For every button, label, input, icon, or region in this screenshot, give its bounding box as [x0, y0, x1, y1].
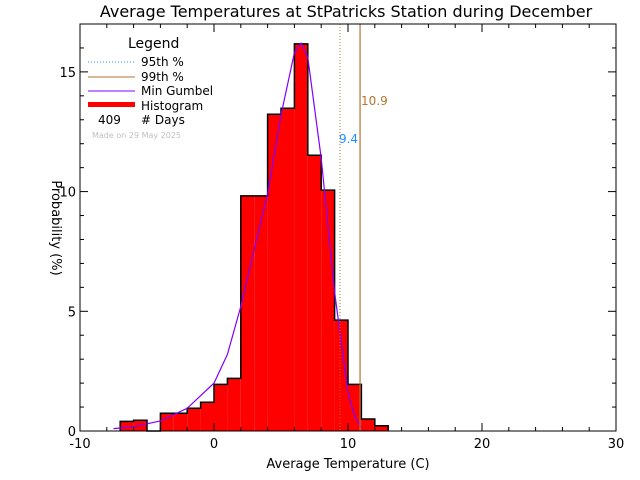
- histogram-bar: [254, 195, 268, 431]
- x-tick-label: 20: [474, 437, 491, 452]
- legend-95th-label: 95th %: [141, 55, 184, 69]
- y-tick-label: 0: [68, 425, 76, 440]
- histogram-bar: [281, 108, 295, 431]
- histogram-bar: [267, 114, 281, 431]
- x-tick-label: -10: [69, 437, 90, 452]
- legend-days-label: # Days: [141, 113, 185, 127]
- histogram-bar: [120, 421, 134, 431]
- percentile-99-label: 10.9: [361, 94, 388, 108]
- y-tick-label: 15: [59, 66, 76, 81]
- legend-histogram-label: Histogram: [141, 99, 203, 113]
- gumbel-curve: [113, 41, 362, 430]
- histogram-bar: [200, 402, 214, 431]
- legend-99th-label: 99th %: [141, 70, 184, 84]
- histogram-bar: [240, 195, 255, 431]
- histogram-bar: [294, 43, 308, 431]
- histogram-bar: [160, 413, 174, 431]
- legend-histogram-swatch: [88, 102, 135, 107]
- plot-area: 9.4 10.9: [113, 24, 389, 432]
- legend-title: Legend: [128, 36, 179, 52]
- y-tick-label: 5: [68, 305, 76, 320]
- histogram-bar: [374, 425, 389, 431]
- histogram-bar: [361, 419, 375, 431]
- histogram-bar: [187, 408, 201, 431]
- histogram-bar: [348, 384, 362, 431]
- y-tick-label: 10: [59, 186, 76, 201]
- x-axis-label: Average Temperature (C): [266, 457, 429, 472]
- legend-days-count: 409: [98, 113, 121, 127]
- x-tick-label: 30: [608, 437, 625, 452]
- histogram-bar: [321, 190, 335, 431]
- legend-gumbel-label: Min Gumbel: [141, 84, 213, 98]
- made-on-note: Made on 29 May 2025: [92, 131, 181, 140]
- histogram-outline: [119, 43, 389, 432]
- histogram-bar: [307, 155, 322, 432]
- y-axis-label: Probability (%): [48, 180, 63, 275]
- histogram-bar: [334, 320, 348, 431]
- x-tick-label: 0: [210, 437, 218, 452]
- chart-title: Average Temperatures at StPatricks Stati…: [100, 2, 593, 21]
- histogram-bar: [214, 384, 228, 431]
- legend: Legend 95th % 99th % Min Gumbel Histogra…: [88, 36, 213, 140]
- x-tick-label: 10: [340, 437, 357, 452]
- histogram-bar: [173, 413, 188, 431]
- percentile-95-label: 9.4: [339, 132, 358, 146]
- histogram-bar: [227, 378, 241, 431]
